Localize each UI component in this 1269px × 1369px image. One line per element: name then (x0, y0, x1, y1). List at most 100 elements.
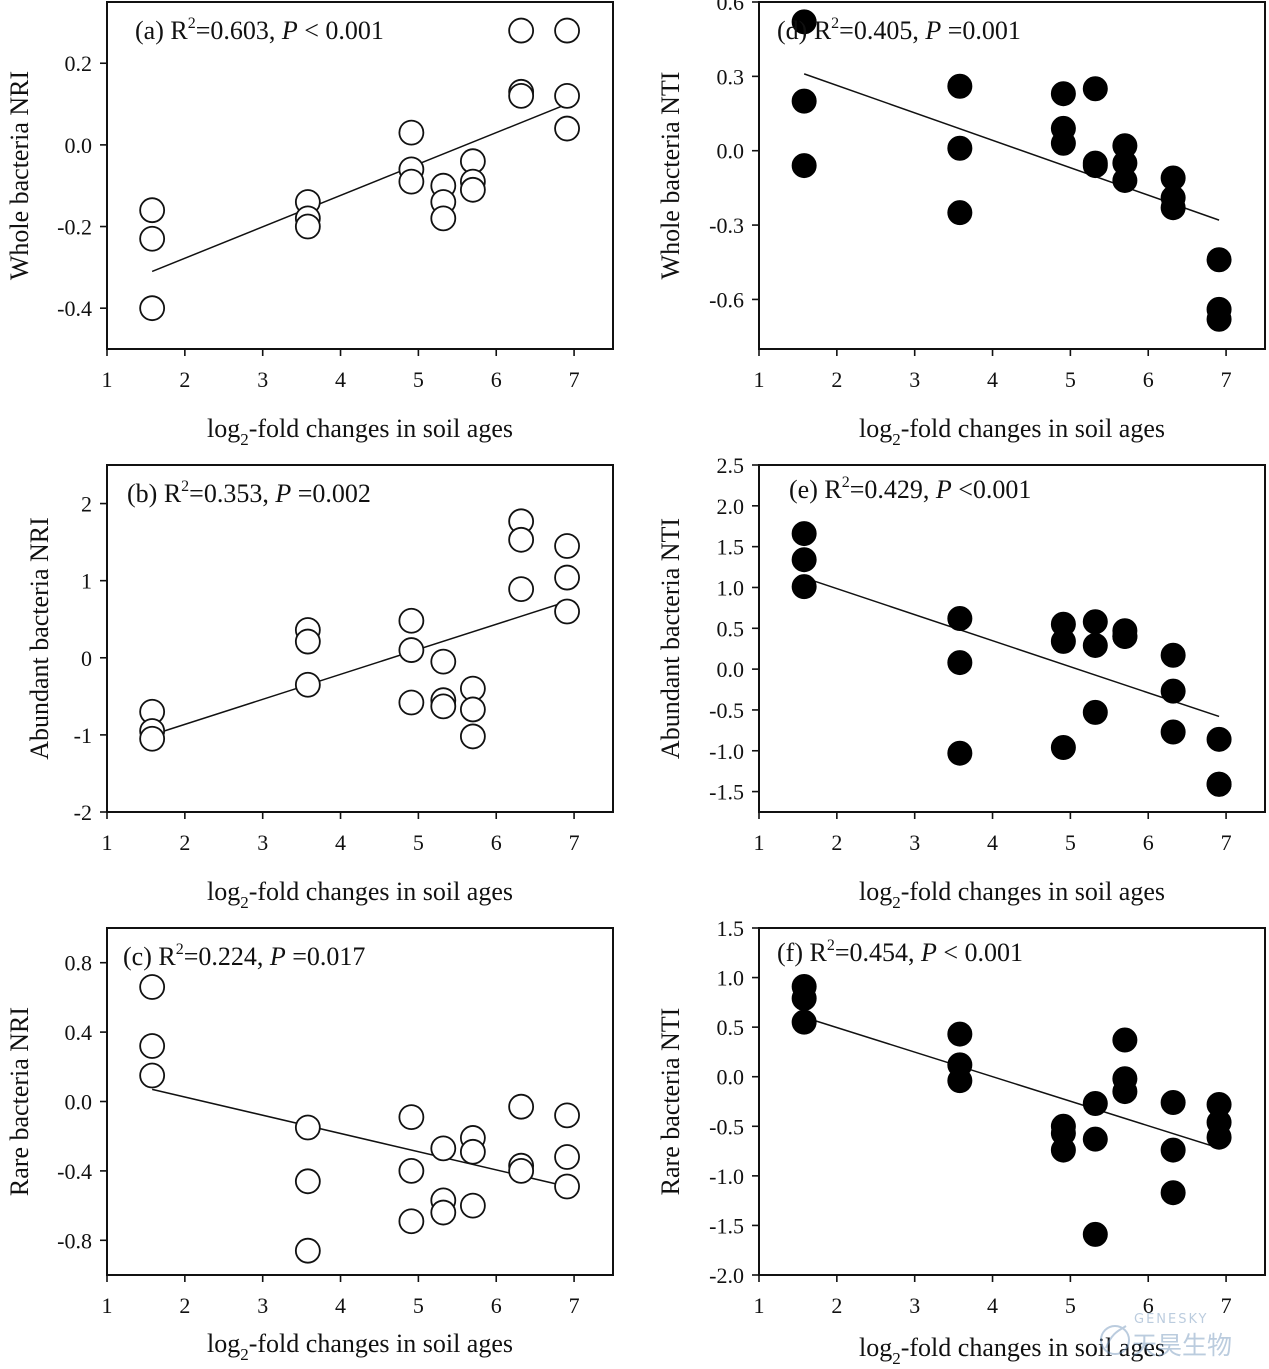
data-point (554, 533, 580, 559)
data-point (398, 607, 425, 634)
data-point (398, 1158, 425, 1184)
x-tick-label: 7 (1221, 367, 1232, 392)
stat-annotation: (c) R2=0.224, P =0.017 (123, 941, 365, 971)
x-tick-label: 7 (1221, 830, 1232, 855)
data-point (1160, 1180, 1186, 1206)
data-point (1050, 130, 1076, 156)
data-point (508, 82, 535, 109)
data-point (139, 974, 166, 1000)
y-tick-label: 2.5 (717, 453, 745, 478)
y-tick-label: 0.0 (717, 139, 745, 164)
data-point (139, 725, 166, 752)
x-axis-title: log2-fold changes in soil ages (859, 414, 1165, 449)
x-tick-label: 7 (569, 1293, 580, 1318)
x-tick-label: 1 (102, 367, 113, 392)
x-tick-label: 5 (1065, 1293, 1076, 1318)
data-point (1082, 76, 1108, 102)
y-tick-label: -1.5 (709, 780, 744, 805)
data-point (139, 1062, 166, 1089)
panel-e: 1 2 3 4 5 6 7 -1.5 -1.0 -0.5 0.0 0.5 1.0 1.5 2.0 2.5 (e)… (656, 453, 1266, 912)
x-tick-label: 5 (1065, 830, 1076, 855)
data-point (508, 1158, 535, 1184)
x-tick-label: 3 (909, 1293, 920, 1318)
panel-a: 1 2 3 4 5 6 7 -0.4 -0.2 0.0 0.2 (a) R2=0.603, P < 0… (5, 1, 614, 449)
data-point (459, 696, 486, 723)
data-point (554, 115, 580, 142)
data-point (947, 73, 973, 99)
stat-annotation: (b) R2=0.353, P =0.002 (127, 478, 371, 508)
y-tick-label: -1.0 (709, 739, 744, 764)
x-tick-label: 6 (491, 367, 502, 392)
data-point (508, 526, 535, 553)
x-tick-label: 3 (909, 830, 920, 855)
y-tick-label: 0.0 (65, 1090, 93, 1115)
y-tick-label: -0.5 (709, 698, 744, 723)
data-point (791, 1009, 817, 1035)
plot-frame (758, 927, 1266, 1276)
y-tick-label: 0.5 (717, 1015, 745, 1040)
x-tick-label: 4 (987, 830, 998, 855)
data-point (1050, 81, 1076, 107)
stat-annotation: (e) R2=0.429, P <0.001 (789, 474, 1031, 504)
y-tick-label: 0.0 (717, 1065, 745, 1090)
y-tick-label: 0.0 (717, 657, 745, 682)
x-tick-label: 3 (257, 1293, 268, 1318)
data-point (791, 574, 817, 600)
plot-frame (106, 927, 614, 1276)
y-tick-label: 0.0 (65, 133, 93, 158)
regression-line (151, 103, 568, 273)
data-point (398, 1208, 425, 1235)
stat-annotation: (a) R2=0.603, P < 0.001 (135, 15, 384, 45)
x-tick-label: 2 (831, 1293, 842, 1318)
x-tick-label: 2 (179, 367, 190, 392)
y-tick-label: -0.4 (57, 1159, 92, 1184)
data-point (1206, 306, 1232, 332)
data-point (398, 1104, 425, 1131)
y-tick-label: 0.5 (717, 616, 745, 641)
data-point (459, 1192, 486, 1219)
data-point (1082, 1090, 1108, 1116)
y-tick-label: 0 (81, 646, 92, 671)
x-tick-label: 5 (1065, 367, 1076, 392)
data-point (1082, 609, 1108, 635)
x-tick-label: 4 (335, 367, 346, 392)
data-point (294, 1237, 321, 1264)
x-tick-label: 7 (569, 367, 580, 392)
x-tick-label: 3 (909, 367, 920, 392)
x-tick-label: 2 (831, 367, 842, 392)
x-tick-label: 6 (1143, 1293, 1154, 1318)
watermark-text-cn: 天昊生物 (1132, 1331, 1233, 1360)
data-point (1082, 1126, 1108, 1152)
x-tick-label: 7 (569, 830, 580, 855)
x-tick-label: 6 (491, 830, 502, 855)
y-tick-label: -2.0 (709, 1263, 744, 1288)
data-point (1050, 628, 1076, 654)
data-point (1112, 167, 1138, 193)
data-point (1160, 195, 1186, 221)
data-point (554, 17, 580, 44)
y-tick-label: 2.0 (717, 494, 745, 519)
x-tick-label: 1 (102, 1293, 113, 1318)
x-axis-title: log2-fold changes in soil ages (859, 877, 1165, 912)
x-tick-label: 4 (335, 830, 346, 855)
data-point (791, 985, 817, 1011)
y-axis-title: Abundant bacteria NTI (656, 518, 685, 759)
y-tick-label: 1.5 (717, 535, 745, 560)
data-point (1160, 642, 1186, 668)
y-tick-label: -0.6 (709, 287, 744, 312)
x-tick-label: 3 (257, 367, 268, 392)
data-point (947, 200, 973, 226)
data-point (1160, 1089, 1186, 1115)
y-tick-label: -1 (74, 723, 92, 748)
y-tick-label: -1.0 (709, 1164, 744, 1189)
data-point (554, 1144, 580, 1170)
y-tick-label: 0.3 (717, 64, 745, 89)
data-point (947, 740, 973, 766)
data-point (1082, 153, 1108, 179)
data-point (1206, 1124, 1232, 1150)
x-tick-label: 7 (1221, 1293, 1232, 1318)
regression-line (803, 73, 1220, 221)
data-point (1160, 719, 1186, 745)
data-point (459, 176, 486, 203)
x-tick-label: 1 (754, 367, 765, 392)
